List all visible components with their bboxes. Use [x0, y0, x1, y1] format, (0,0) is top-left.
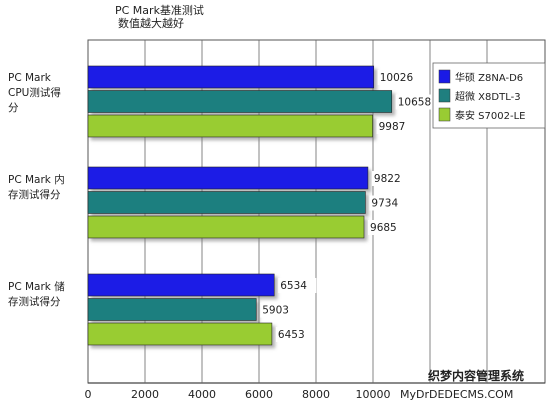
category-label: PC Mark 储 [8, 280, 65, 293]
watermark-line-1: 织梦内容管理系统 [428, 368, 524, 383]
value-label-bg [377, 70, 416, 85]
bar [87, 215, 365, 239]
x-tick-label: 10000 [356, 388, 391, 401]
value-label: 6534 [280, 280, 307, 292]
value-label-bg [376, 119, 415, 134]
category-label: 分 [8, 102, 19, 114]
category-label: CPU测试得 [8, 86, 61, 99]
x-tick-label: 8000 [302, 388, 330, 401]
legend-box [432, 62, 546, 129]
legend-label: 超微 X8DTL-3 [455, 90, 521, 103]
legend: 华硕 Z8NA-D6 超微 X8DTL-3 泰安 S7002-LE [432, 62, 546, 129]
category-label: 存测试得分 [8, 295, 61, 308]
value-label-bg [275, 327, 314, 342]
category-label: PC Mark 内 [8, 173, 65, 186]
value-label-bg [260, 302, 299, 318]
bars-group [87, 65, 393, 346]
bar [87, 65, 375, 89]
bar [87, 191, 366, 214]
value-label: 5903 [262, 305, 289, 317]
value-label-bg [368, 220, 407, 235]
bar [87, 273, 275, 297]
x-tick-label: 2000 [131, 388, 159, 401]
category-label: 存测试得分 [8, 188, 61, 201]
value-label: 9734 [371, 198, 398, 210]
legend-swatch [438, 69, 451, 84]
value-label: 9685 [370, 222, 397, 234]
chart-title-line-1: PC Mark基准测试 [115, 4, 204, 17]
value-labels: 10026 10658 9987 9822 9734 9685 6534 5903 6453 [260, 70, 434, 342]
bar [87, 298, 257, 321]
value-label: 10026 [380, 72, 414, 84]
bar [87, 114, 373, 138]
bar [87, 322, 273, 346]
bar [87, 166, 369, 190]
watermark-line-2: MyDrDEDECMS.COM [400, 388, 513, 401]
value-label-bg [371, 171, 410, 186]
value-label-bg [369, 195, 408, 211]
x-tick-label: 0 [85, 388, 92, 401]
value-label: 9987 [379, 121, 406, 133]
legend-label: 华硕 Z8NA-D6 [455, 71, 523, 84]
legend-swatch [438, 107, 451, 122]
value-label: 10658 [398, 97, 431, 109]
x-tick-label: 6000 [245, 388, 273, 401]
category-label: PC Mark [8, 72, 52, 84]
bar [87, 90, 393, 113]
x-tick-label: 4000 [188, 388, 216, 401]
x-tick-labels: 0 2000 4000 6000 8000 10000 [85, 388, 391, 401]
legend-label: 泰安 S7002-LE [455, 109, 525, 122]
chart-title-line-2: 数值越大越好 [118, 16, 184, 30]
value-label: 6453 [278, 329, 305, 341]
value-label-bg [395, 94, 434, 110]
value-label-bg [278, 278, 317, 293]
value-label: 9822 [374, 173, 401, 185]
legend-swatch [438, 88, 451, 103]
